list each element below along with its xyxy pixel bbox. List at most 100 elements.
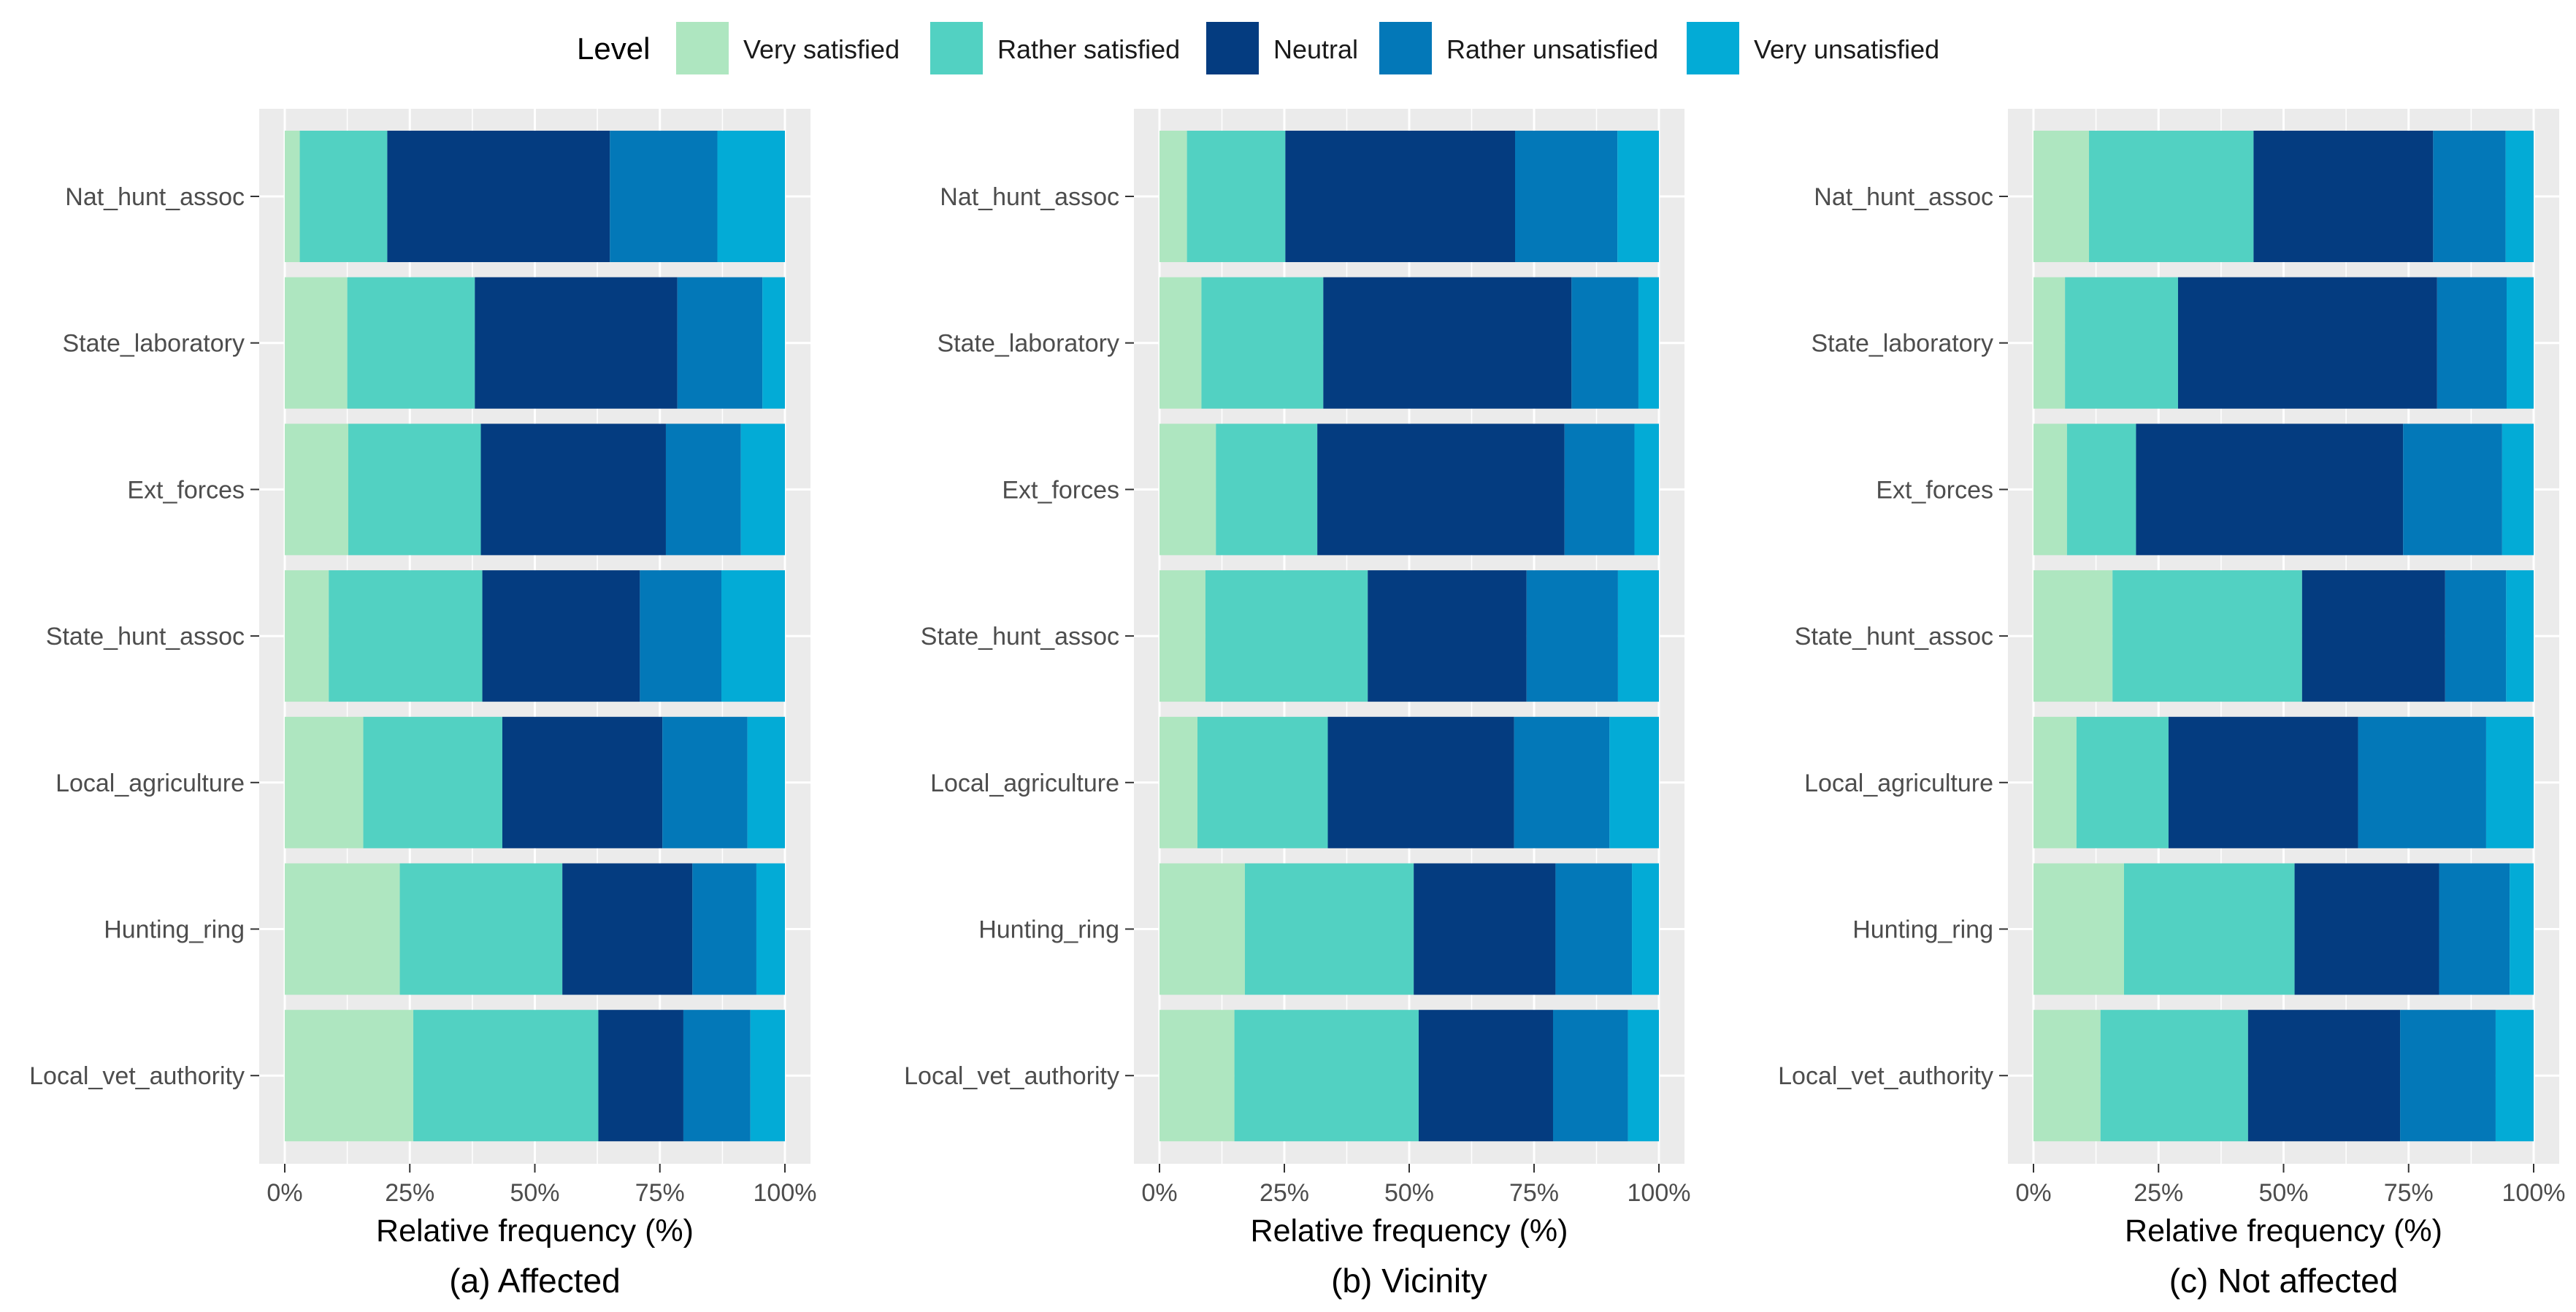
category-label-local-vet-authority: Local_vet_authority [1778, 1062, 1993, 1090]
panel-a-affected: Nat_hunt_assoc State_laboratory Ext_forces… [29, 109, 816, 1300]
bar-segment-state-laboratory-very-unsatisfied [762, 277, 785, 409]
panel-b-vicinity: Nat_hunt_assoc State_laboratory Ext_forces… [904, 109, 1690, 1300]
bar-segment-state-hunt-assoc-rather-unsatisfied [1526, 570, 1618, 702]
bar-segment-state-laboratory-neutral [2177, 277, 2437, 409]
legend-item-neutral: Neutral [1206, 22, 1358, 74]
bar-segment-local-vet-authority-very-satisfied [2033, 1010, 2101, 1142]
category-label-state-laboratory: State_laboratory [938, 330, 1120, 358]
panel-c-not-affected: Nat_hunt_assoc State_laboratory Ext_forces… [1778, 109, 2565, 1300]
bar-segment-ext-forces-neutral [480, 423, 666, 556]
category-label-nat-hunt-assoc: Nat_hunt_assoc [1814, 183, 1993, 211]
bar-segment-hunting-ring-neutral [562, 863, 693, 995]
bar-segment-local-agriculture-rather-unsatisfied [1514, 716, 1610, 848]
category-label-state-laboratory: State_laboratory [63, 330, 245, 358]
bar-segment-hunting-ring-rather-unsatisfied [692, 863, 756, 995]
bar-segment-nat-hunt-assoc-rather-unsatisfied [1515, 131, 1618, 262]
bar-segment-hunting-ring-very-unsatisfied [1632, 863, 1659, 995]
bar-segment-local-vet-authority-very-unsatisfied [2495, 1010, 2534, 1142]
bar-segment-local-vet-authority-neutral [2247, 1010, 2401, 1142]
bar-segment-state-laboratory-rather-unsatisfied [2437, 277, 2507, 409]
bar-segment-hunting-ring-rather-satisfied [1244, 863, 1414, 995]
bar-segment-ext-forces-rather-unsatisfied [2403, 423, 2502, 556]
x-tick-label: 25% [385, 1179, 434, 1207]
category-label-state-hunt-assoc: State_hunt_assoc [921, 623, 1119, 651]
bar-segment-local-vet-authority-rather-satisfied [2100, 1010, 2248, 1142]
x-tick-label: 0% [1141, 1179, 1177, 1207]
category-label-ext-forces: Ext_forces [127, 476, 245, 504]
bar-segment-state-hunt-assoc-very-satisfied [2033, 570, 2113, 702]
bar-segment-nat-hunt-assoc-very-satisfied [285, 131, 300, 262]
legend-item-very-unsatisfied: Very unsatisfied [1687, 22, 1939, 74]
bar-segment-nat-hunt-assoc-rather-satisfied [299, 131, 388, 262]
bar-segment-state-laboratory-very-satisfied [2033, 277, 2066, 409]
legend: Level Very satisfied Rather satisfied Neutr… [577, 22, 1939, 74]
x-tick-label: 75% [2384, 1179, 2434, 1207]
bar-segment-hunting-ring-very-satisfied [2033, 863, 2124, 995]
bar-segment-ext-forces-very-unsatisfied [2502, 423, 2534, 556]
category-label-state-hunt-assoc: State_hunt_assoc [1795, 623, 1993, 651]
category-label-local-agriculture: Local_agriculture [930, 770, 1119, 797]
bar-segment-nat-hunt-assoc-rather-satisfied [1187, 131, 1286, 262]
bar-segment-hunting-ring-neutral [1414, 863, 1556, 995]
bar-segment-local-agriculture-rather-satisfied [1197, 716, 1328, 848]
category-label-hunting-ring: Hunting_ring [1852, 916, 1993, 944]
legend-swatch-rather-unsatisfied [1379, 22, 1432, 74]
x-tick-label: 50% [1384, 1179, 1434, 1207]
bar-segment-hunting-ring-very-unsatisfied [756, 863, 785, 995]
legend-label-very-satisfied: Very satisfied [743, 34, 900, 64]
bar-segment-local-agriculture-rather-satisfied [363, 716, 502, 848]
bar-segment-local-vet-authority-neutral [1418, 1010, 1553, 1142]
bar-segment-nat-hunt-assoc-rather-unsatisfied [2433, 131, 2506, 262]
bar-segment-local-agriculture-very-unsatisfied [1609, 716, 1659, 848]
bar-segment-state-hunt-assoc-rather-satisfied [1205, 570, 1368, 702]
bar-segment-state-hunt-assoc-rather-satisfied [2112, 570, 2302, 702]
legend-label-rather-satisfied: Rather satisfied [997, 34, 1180, 64]
category-label-nat-hunt-assoc: Nat_hunt_assoc [65, 183, 245, 211]
bar-segment-local-vet-authority-very-unsatisfied [1628, 1010, 1659, 1142]
bar-segment-local-vet-authority-very-satisfied [285, 1010, 414, 1142]
bar-segment-ext-forces-neutral [1317, 423, 1565, 556]
bar-segment-hunting-ring-very-unsatisfied [2510, 863, 2534, 995]
bar-segment-local-agriculture-very-satisfied [1159, 716, 1197, 848]
bar-segment-nat-hunt-assoc-neutral [2253, 131, 2434, 262]
bar-segment-state-hunt-assoc-neutral [482, 570, 640, 702]
bar-segment-state-laboratory-very-unsatisfied [1638, 277, 1659, 409]
bar-segment-state-laboratory-rather-satisfied [347, 277, 475, 409]
x-tick-label: 50% [510, 1179, 559, 1207]
bar-segment-ext-forces-neutral [2136, 423, 2404, 556]
legend-item-rather-unsatisfied: Rather unsatisfied [1379, 22, 1658, 74]
panel-caption: (c) Not affected [2169, 1262, 2399, 1300]
bar-segment-state-hunt-assoc-rather-satisfied [329, 570, 483, 702]
bar-segment-state-hunt-assoc-rather-unsatisfied [640, 570, 722, 702]
x-axis-title: Relative frequency (%) [376, 1213, 694, 1248]
bar-segment-ext-forces-rather-unsatisfied [665, 423, 741, 556]
bar-segment-local-agriculture-very-unsatisfied [2485, 716, 2534, 848]
legend-swatch-very-satisfied [676, 22, 729, 74]
x-tick-label: 75% [1509, 1179, 1559, 1207]
legend-swatch-neutral [1206, 22, 1259, 74]
bar-segment-ext-forces-rather-unsatisfied [1564, 423, 1635, 556]
bar-segment-state-laboratory-very-unsatisfied [2507, 277, 2534, 409]
bar-segment-local-vet-authority-rather-unsatisfied [2400, 1010, 2496, 1142]
bar-segment-local-vet-authority-rather-satisfied [1234, 1010, 1419, 1142]
category-label-ext-forces: Ext_forces [1876, 476, 1993, 504]
x-tick-label: 0% [2015, 1179, 2051, 1207]
bar-segment-nat-hunt-assoc-rather-unsatisfied [610, 131, 718, 262]
bar-segment-local-vet-authority-neutral [598, 1010, 683, 1142]
bar-segment-local-agriculture-neutral [1327, 716, 1514, 848]
bar-segment-local-vet-authority-very-unsatisfied [750, 1010, 785, 1142]
bar-segment-nat-hunt-assoc-very-unsatisfied [1617, 131, 1659, 262]
category-label-hunting-ring: Hunting_ring [978, 916, 1119, 944]
x-tick-label: 25% [1260, 1179, 1309, 1207]
bar-segment-ext-forces-very-unsatisfied [1634, 423, 1659, 556]
x-axis-title: Relative frequency (%) [2125, 1213, 2442, 1248]
bar-segment-local-agriculture-rather-unsatisfied [662, 716, 748, 848]
bar-segment-state-hunt-assoc-very-satisfied [1159, 570, 1205, 702]
bar-segment-local-agriculture-very-satisfied [2033, 716, 2077, 848]
bar-segment-state-hunt-assoc-neutral [1368, 570, 1527, 702]
x-tick-label: 50% [2258, 1179, 2308, 1207]
bar-segment-state-hunt-assoc-very-unsatisfied [2506, 570, 2534, 702]
bar-segment-state-laboratory-rather-satisfied [1201, 277, 1324, 409]
